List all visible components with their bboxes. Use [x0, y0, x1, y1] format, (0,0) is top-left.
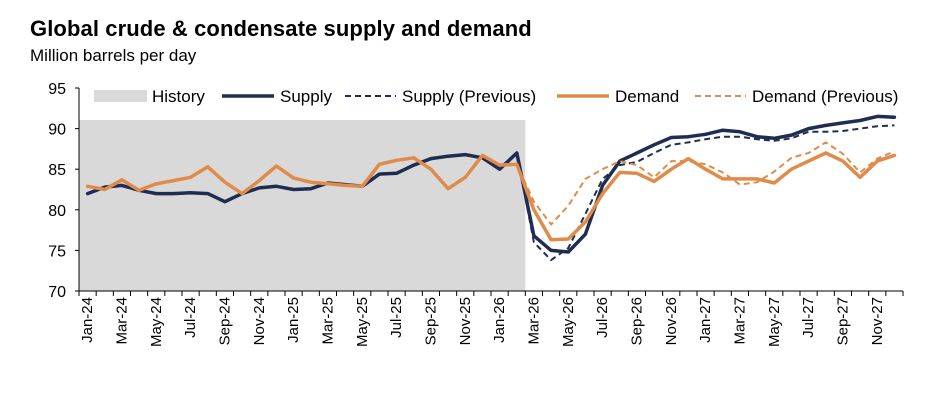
x-tick-label: Nov-26 — [663, 297, 680, 345]
legend-label-supply: Supply — [280, 87, 332, 106]
series-line-supply-previous — [87, 124, 895, 262]
y-tick-label: 75 — [48, 243, 66, 260]
x-tick-label: Jan-25 — [285, 297, 302, 343]
legend-label-demand-previous: Demand (Previous) — [752, 87, 898, 106]
x-tick-label: May-25 — [354, 297, 371, 347]
chart-subtitle: Million barrels per day — [30, 46, 197, 65]
y-tick-label: 95 — [48, 81, 66, 98]
legend-label-demand: Demand — [615, 87, 679, 106]
series-line-demand — [85, 151, 897, 242]
x-tick-label: Jul-24 — [182, 297, 199, 338]
x-tick-label: Jul-26 — [594, 297, 611, 338]
x-tick-label: Jan-24 — [79, 297, 96, 343]
x-tick-label: Sep-27 — [834, 297, 851, 345]
y-tick-label: 70 — [48, 284, 66, 301]
x-tick-label: Jan-27 — [697, 297, 714, 343]
x-tick-label: Nov-27 — [869, 297, 886, 345]
legend-label-supply-previous: Supply (Previous) — [402, 87, 536, 106]
legend-label-history: History — [152, 87, 205, 106]
x-tick-label: Sep-25 — [422, 297, 439, 345]
x-tick-label: Jul-25 — [388, 297, 405, 338]
history-shading — [79, 120, 526, 291]
y-tick-label: 80 — [48, 203, 66, 220]
x-tick-label: Nov-25 — [457, 297, 474, 345]
x-tick-label: Nov-24 — [251, 297, 268, 345]
y-tick-label: 85 — [48, 162, 66, 179]
chart-title: Global crude & condensate supply and dem… — [30, 16, 532, 41]
x-tick-label: Mar-27 — [731, 297, 748, 345]
x-tick-label: Mar-24 — [113, 297, 130, 345]
x-tick-label: Mar-25 — [319, 297, 336, 345]
x-tick-label: Sep-24 — [216, 297, 233, 345]
x-tick-label: May-26 — [560, 297, 577, 347]
x-tick-label: Sep-26 — [628, 297, 645, 345]
x-tick-label: Jan-26 — [491, 297, 508, 343]
x-tick-label: Mar-26 — [525, 297, 542, 345]
x-tick-label: Jul-27 — [800, 297, 817, 338]
x-tick-label: May-24 — [148, 297, 165, 347]
x-tick-label: May-27 — [766, 297, 783, 347]
y-tick-label: 90 — [48, 122, 66, 139]
legend-swatch-history — [94, 90, 147, 102]
